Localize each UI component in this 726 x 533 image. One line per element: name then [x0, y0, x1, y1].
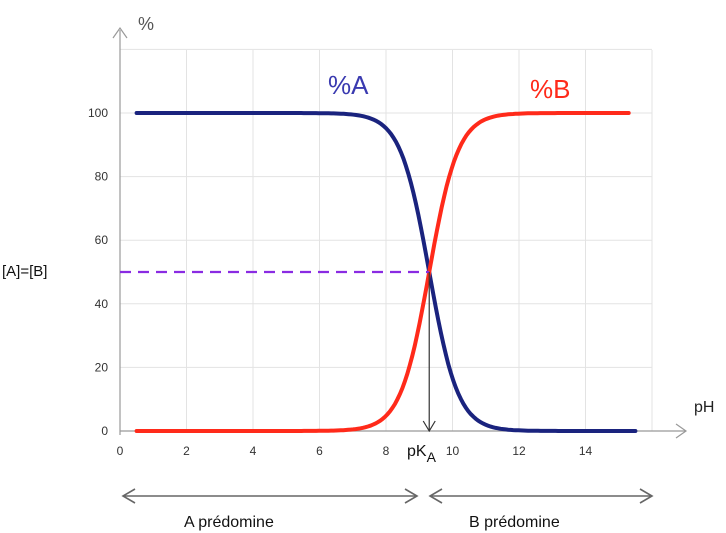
- series-line-percent-a: [134, 111, 638, 433]
- series-label-percent-b: %B: [530, 74, 570, 104]
- y-tick-label: 0: [101, 424, 108, 438]
- axes: [112, 26, 688, 439]
- x-tick-label: 14: [579, 444, 593, 458]
- x-tick-label: 8: [383, 444, 390, 458]
- y-tick-label: 100: [88, 106, 108, 120]
- region-b-label: B prédomine: [469, 514, 560, 531]
- region-b-left-arrow-icon: [428, 488, 443, 504]
- x-tick-label: 6: [316, 444, 323, 458]
- y-axis-arrow-icon: [112, 26, 128, 39]
- y-axis-title: %: [138, 14, 154, 34]
- region-b-arrow: [428, 488, 654, 504]
- x-tick-label: 2: [183, 444, 190, 458]
- region-a-right-arrow-icon: [404, 488, 419, 504]
- pka-label: pKA: [407, 443, 437, 465]
- region-b-right-arrow-icon: [639, 488, 654, 504]
- y-tick-label: 40: [95, 297, 109, 311]
- region-a-label: A prédomine: [184, 514, 274, 531]
- series-label-percent-a: %A: [328, 70, 369, 100]
- x-tick-label: 12: [512, 444, 526, 458]
- x-axis-arrow-icon: [675, 423, 688, 439]
- x-axis-title: pH: [694, 399, 714, 416]
- pka-label-subscript: A: [427, 449, 437, 465]
- x-tick-label: 10: [446, 444, 460, 458]
- y-tick-label: 60: [95, 233, 109, 247]
- pka-arrow-head-icon: [422, 420, 436, 433]
- series-line-percent-b: [134, 111, 631, 433]
- pka-label-main: pK: [407, 443, 427, 460]
- equal-concentration-label: [A]=[B]: [2, 263, 47, 280]
- x-tick-label: 4: [250, 444, 257, 458]
- grid: [120, 48, 653, 431]
- y-tick-labels: 0 20 40 60 80 100: [88, 106, 108, 438]
- x-tick-label: 0: [117, 444, 124, 458]
- region-a-arrow: [121, 488, 419, 504]
- x-tick-labels: 0 2 4 6 8 10 12 14: [117, 444, 593, 458]
- region-a-left-arrow-icon: [121, 488, 136, 504]
- y-tick-label: 80: [95, 170, 109, 184]
- y-tick-label: 20: [95, 360, 109, 374]
